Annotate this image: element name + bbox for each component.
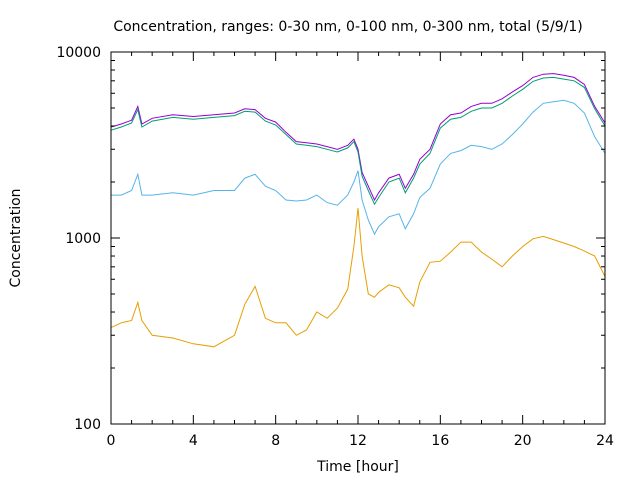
tick-layer: 0 4 8 12 16 20 24 100 1000 10000 xyxy=(56,45,614,449)
y-tick-label: 1000 xyxy=(65,231,101,247)
x-tick-label: 0 xyxy=(107,433,116,449)
series-line-2 xyxy=(110,76,606,206)
x-tick-label: 16 xyxy=(431,433,449,449)
x-tick-label: 24 xyxy=(596,433,614,449)
y-axis-label: Concentration xyxy=(8,188,24,287)
x-axis-label: Time [hour] xyxy=(316,459,399,475)
x-tick-label: 4 xyxy=(189,433,198,449)
series-line-1 xyxy=(110,73,606,202)
x-tick-label: 20 xyxy=(514,433,532,449)
series-line-4 xyxy=(110,207,606,348)
series-layer xyxy=(110,73,606,348)
y-tick-label: 10000 xyxy=(56,45,101,61)
series-line-3 xyxy=(111,99,606,236)
plot-frame xyxy=(110,51,606,425)
x-tick-label: 12 xyxy=(349,433,367,449)
chart-title: Concentration, ranges: 0-30 nm, 0-100 nm… xyxy=(113,19,582,35)
y-tick-label: 100 xyxy=(74,417,101,433)
x-tick-label: 8 xyxy=(271,433,280,449)
